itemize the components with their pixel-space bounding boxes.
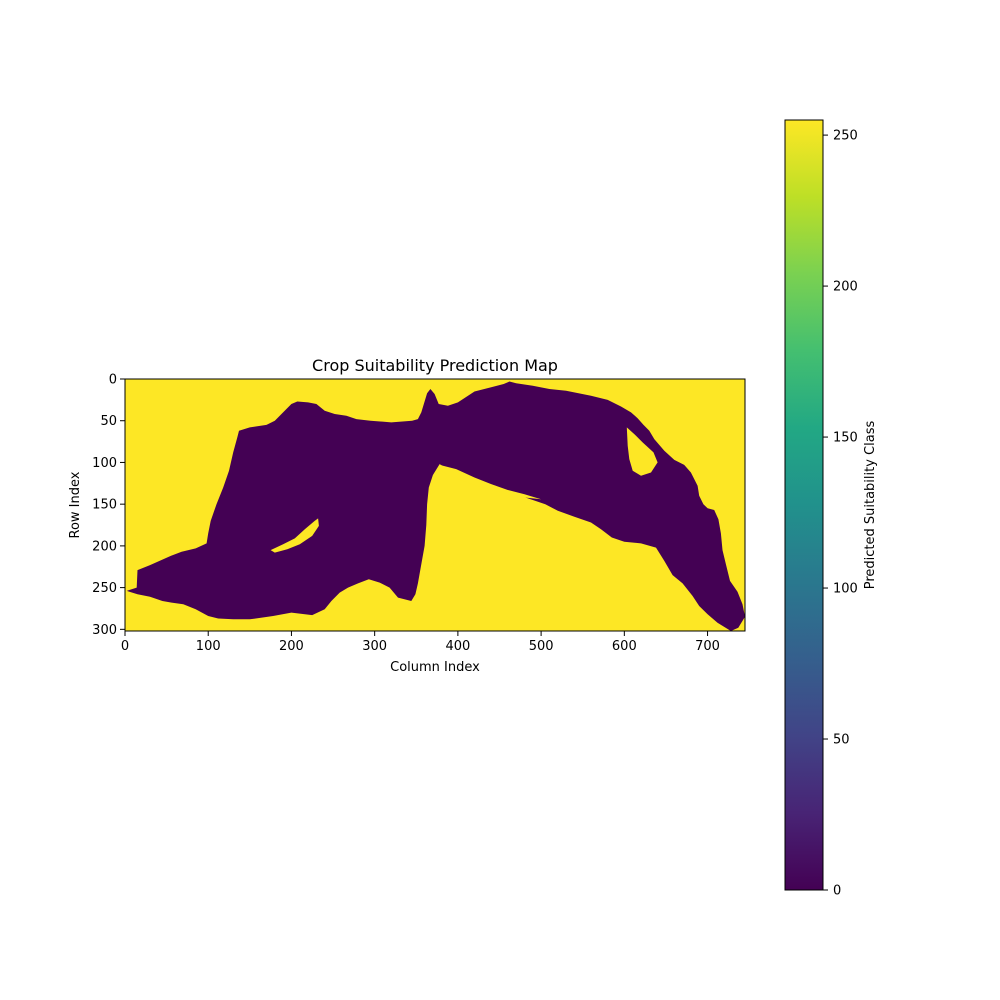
plot-frame [124,378,746,632]
chart-title: Crop Suitability Prediction Map [312,356,558,375]
colorbar-tick-label: 200 [833,280,858,295]
x-tick-label: 400 [445,639,470,654]
x-axis: 0 100 200 300 400 500 600 700 [121,631,720,654]
plot-area [124,378,746,632]
x-axis-label: Column Index [390,660,480,675]
region-class-255-1 [270,518,319,553]
x-tick-label: 0 [121,639,129,654]
colorbar: 0 50 100 150 200 250 Predicted Suitability Cl… [784,119,878,899]
colorbar-ticks: 0 50 100 150 200 250 [823,129,858,899]
y-axis-label: Row Index [68,471,83,538]
colorbar-gradient [784,119,824,891]
y-tick-label: 0 [109,373,117,388]
map-regions [126,381,745,631]
y-tick-label: 300 [92,623,117,638]
x-tick-label: 300 [362,639,387,654]
colorbar-tick-label: 50 [833,733,850,748]
x-tick-label: 700 [695,639,720,654]
colorbar-label: Predicted Suitability Class [863,421,878,590]
colorbar-tick-label: 150 [833,431,858,446]
y-tick-label: 50 [100,414,117,429]
colorbar-tick-label: 100 [833,582,858,597]
y-tick-label: 200 [92,539,117,554]
y-tick-label: 100 [92,456,117,471]
region-class-255-3 [439,464,542,500]
colorbar-tick-label: 0 [833,884,841,899]
y-axis: 0 50 100 150 200 250 300 [92,373,125,638]
x-tick-label: 200 [279,639,304,654]
y-tick-label: 150 [92,498,117,513]
region-class-255-2 [626,427,658,476]
x-tick-label: 500 [529,639,554,654]
x-tick-label: 100 [196,639,221,654]
x-tick-label: 600 [612,639,637,654]
region-class-0-0 [126,381,745,631]
colorbar-tick-label: 250 [833,129,858,144]
y-tick-label: 250 [92,581,117,596]
